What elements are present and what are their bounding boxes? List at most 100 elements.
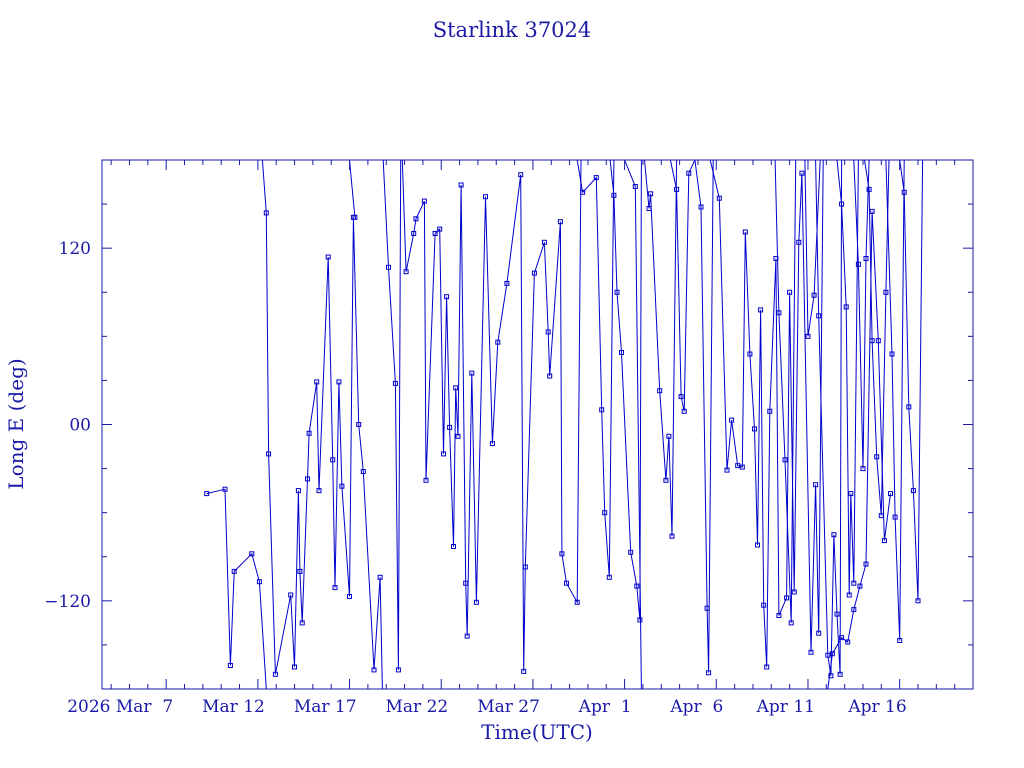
data-point-11-4 xyxy=(735,463,741,469)
data-point-13-4 xyxy=(848,491,854,497)
data-point-4-17 xyxy=(469,370,475,376)
data-point-4-21 xyxy=(495,339,501,345)
data-point-20-7 xyxy=(869,208,875,214)
data-point-11-9 xyxy=(755,542,760,548)
data-point-4-19 xyxy=(483,194,488,200)
data-point-8-4 xyxy=(663,477,669,483)
data-point-5-2 xyxy=(593,175,599,181)
data-point-1-18 xyxy=(347,593,352,599)
series-line-2 xyxy=(349,160,356,218)
series-line-20 xyxy=(827,211,891,689)
data-point-5-4 xyxy=(602,510,608,516)
data-point-12-1 xyxy=(816,313,822,319)
data-point-15-5 xyxy=(883,289,889,295)
data-point-1-17 xyxy=(339,483,345,489)
data-point-4-2 xyxy=(411,231,417,236)
x-axis: 2026 Mar 7 Mar 12 Mar 17 Mar 22 Mar 27 Apr 1 A… xyxy=(67,160,974,717)
series-line-5 xyxy=(576,160,615,578)
data-point-1-11 xyxy=(314,379,320,385)
data-point-11-15 xyxy=(776,613,782,618)
data-point-4-24 xyxy=(521,668,527,674)
data-point-13-2 xyxy=(843,304,849,310)
data-point-11-21 xyxy=(808,649,814,655)
data-point-8-1 xyxy=(646,206,652,211)
series-line-1 xyxy=(261,160,383,689)
data-point-15-3 xyxy=(874,454,880,460)
data-point-11-12 xyxy=(764,664,770,670)
data-point-9-2 xyxy=(678,394,684,400)
data-point-11-17 xyxy=(787,289,793,295)
y-tick-label: 00 xyxy=(69,416,91,436)
data-point-4-5 xyxy=(423,477,429,483)
data-point-20-1 xyxy=(829,651,835,657)
data-point-19-2 xyxy=(811,292,817,298)
data-point-17-1 xyxy=(901,189,907,195)
data-point-8-2 xyxy=(648,191,654,197)
x-tick-label: 2026 Mar 7 xyxy=(67,697,173,717)
data-point-16-1 xyxy=(889,351,895,357)
x-tick-label: Mar 27 xyxy=(477,697,540,717)
data-point-13-1 xyxy=(839,201,845,207)
data-point-1-7 xyxy=(297,568,303,574)
data-point-11-3 xyxy=(729,417,735,423)
data-point-18-3 xyxy=(788,620,794,626)
data-point-12-4 xyxy=(831,532,837,538)
data-point-4-14 xyxy=(458,182,464,188)
data-point-10-3 xyxy=(706,670,712,676)
data-point-11-8 xyxy=(752,426,757,432)
data-point-11-18 xyxy=(791,589,797,595)
data-point-3-1 xyxy=(386,264,391,270)
data-point-12-2 xyxy=(825,652,831,658)
data-point-20-3 xyxy=(845,639,851,645)
series-line-15 xyxy=(864,160,890,516)
data-point-11-19 xyxy=(796,239,802,245)
data-point-1-23 xyxy=(377,574,383,580)
data-point-1-10 xyxy=(306,430,312,436)
data-point-16-2 xyxy=(892,514,898,520)
series-line-7 xyxy=(624,160,642,689)
data-point-12-5 xyxy=(834,611,840,617)
data-point-5-5 xyxy=(606,574,612,580)
data-point-6-5 xyxy=(634,583,640,589)
data-point-0-3 xyxy=(231,568,237,574)
x-tick-label: Mar 12 xyxy=(202,697,265,717)
data-point-1-2 xyxy=(266,451,272,457)
data-point-1-21 xyxy=(360,469,366,474)
data-point-9-4 xyxy=(686,170,692,176)
data-point-9-1 xyxy=(674,186,680,192)
data-point-4-1 xyxy=(403,269,409,275)
x-tick-label: Mar 17 xyxy=(294,697,357,717)
series-line-14 xyxy=(853,160,870,469)
x-axis-title: Time(UTC) xyxy=(481,720,593,744)
data-point-1-5 xyxy=(292,664,297,670)
data-point-4-27 xyxy=(541,239,547,245)
data-point-1-14 xyxy=(330,457,336,463)
x-tick-label: Apr 1 xyxy=(578,697,632,717)
series-line-13 xyxy=(836,160,859,596)
data-point-12-6 xyxy=(837,671,843,677)
data-point-17-2 xyxy=(906,404,912,410)
series-line-12 xyxy=(815,160,843,676)
data-point-11-10 xyxy=(758,307,764,313)
data-point-20-4 xyxy=(851,607,857,613)
data-point-4-33 xyxy=(574,599,580,605)
data-point-3-2 xyxy=(392,380,398,386)
data-point-14-1 xyxy=(855,261,861,267)
x-tick-label: Apr 6 xyxy=(669,697,723,717)
data-point-6-4 xyxy=(628,549,634,555)
data-point-20-8 xyxy=(875,338,881,344)
data-point-4-9 xyxy=(444,294,450,300)
data-point-4-10 xyxy=(447,424,453,430)
data-point-4-6 xyxy=(432,231,438,236)
data-point-0-0 xyxy=(204,491,210,497)
data-point-4-12 xyxy=(453,385,459,391)
data-point-19-1 xyxy=(805,333,811,339)
data-point-4-3 xyxy=(413,216,419,222)
data-point-1-20 xyxy=(356,422,362,427)
series-line-0 xyxy=(206,488,267,689)
data-point-3-3 xyxy=(395,667,401,673)
data-point-4-8 xyxy=(441,451,446,457)
data-point-4-29 xyxy=(547,373,553,379)
series-line-10 xyxy=(694,160,714,673)
data-point-20-10 xyxy=(888,491,893,497)
